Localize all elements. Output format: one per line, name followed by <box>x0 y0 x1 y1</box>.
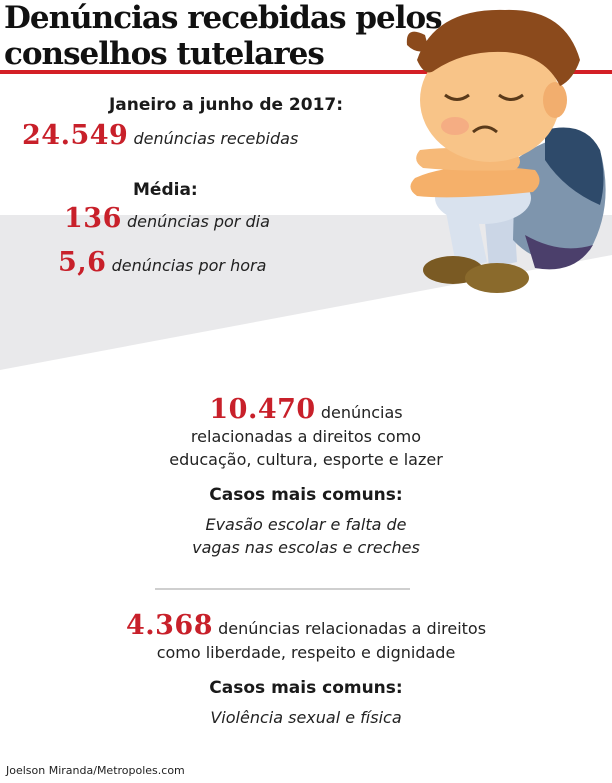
media-label-wrap: Média: <box>133 180 198 200</box>
period-label: Janeiro a junho de 2017: <box>108 95 344 115</box>
period-section: Janeiro a junho de 2017: <box>0 95 612 115</box>
title-line-2: conselhos tutelares <box>4 36 325 72</box>
education-cases-1: Evasão escolar e falta de <box>205 515 407 534</box>
photo-credit: Joelson Miranda/Metropoles.com <box>6 764 185 777</box>
total-value: 24.549 <box>22 120 129 151</box>
page-title: Denúncias recebidas pelos conselhos tute… <box>4 0 443 72</box>
title-rule <box>0 70 612 74</box>
per-day-stat: 136 denúncias por dia <box>64 203 270 234</box>
total-text: denúncias recebidas <box>133 129 299 148</box>
education-text-1: denúncias <box>320 403 403 422</box>
education-value: 10.470 <box>209 394 316 425</box>
liberty-text-1: denúncias relacionadas a direitos <box>218 619 487 638</box>
liberty-cases-1: Violência sexual e física <box>210 708 402 727</box>
per-day-value: 136 <box>64 203 122 234</box>
media-label: Média: <box>133 180 198 200</box>
per-day-text: denúncias por dia <box>126 212 270 231</box>
sad-boy-illustration <box>406 9 606 293</box>
education-text-2: relacionadas a direitos como <box>190 427 422 446</box>
title-line-1: Denúncias recebidas pelos <box>4 0 443 36</box>
education-section: 10.470 denúncias relacionadas a direitos… <box>0 394 612 557</box>
liberty-cases-label: Casos mais comuns: <box>209 678 403 698</box>
section-divider <box>155 588 410 590</box>
total-stat: 24.549 denúncias recebidas <box>22 120 298 151</box>
liberty-value: 4.368 <box>125 610 213 641</box>
education-cases-2: vagas nas escolas e creches <box>192 538 420 557</box>
liberty-text-2: como liberdade, respeito e dignidade <box>156 643 456 662</box>
education-cases-label: Casos mais comuns: <box>209 485 403 505</box>
liberty-section: 4.368 denúncias relacionadas a direitos … <box>0 610 612 727</box>
per-hour-value: 5,6 <box>58 247 107 278</box>
per-hour-text: denúncias por hora <box>111 256 267 275</box>
per-hour-stat: 5,6 denúncias por hora <box>58 247 266 278</box>
education-text-3: educação, cultura, esporte e lazer <box>169 450 443 469</box>
